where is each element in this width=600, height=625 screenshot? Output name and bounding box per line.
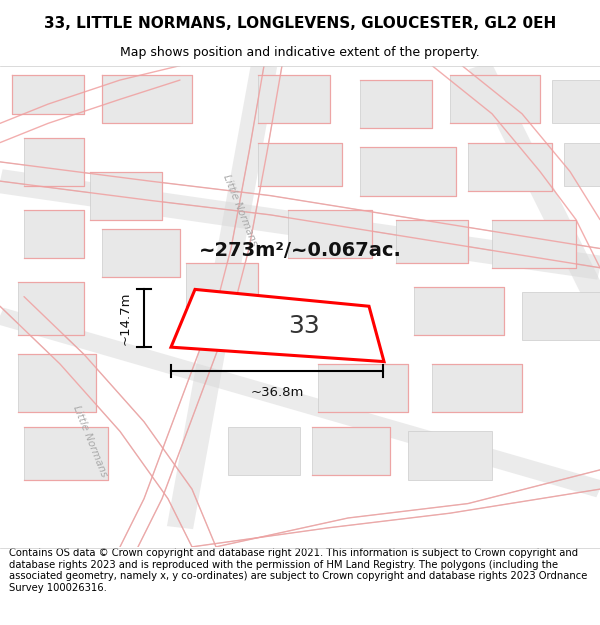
Polygon shape bbox=[0, 308, 600, 498]
Text: Little Normans: Little Normans bbox=[71, 404, 109, 478]
Polygon shape bbox=[396, 219, 468, 263]
Polygon shape bbox=[0, 169, 600, 279]
Polygon shape bbox=[167, 64, 277, 529]
Polygon shape bbox=[12, 75, 84, 114]
Polygon shape bbox=[288, 210, 372, 258]
Polygon shape bbox=[360, 148, 456, 196]
Polygon shape bbox=[564, 142, 600, 186]
Text: Little Normans: Little Normans bbox=[221, 173, 259, 248]
Polygon shape bbox=[408, 431, 492, 479]
Polygon shape bbox=[450, 75, 540, 123]
Text: Contains OS data © Crown copyright and database right 2021. This information is : Contains OS data © Crown copyright and d… bbox=[9, 548, 587, 593]
Polygon shape bbox=[171, 289, 384, 362]
Polygon shape bbox=[432, 364, 522, 412]
Polygon shape bbox=[102, 75, 192, 123]
Polygon shape bbox=[18, 354, 96, 412]
Polygon shape bbox=[318, 364, 408, 412]
Polygon shape bbox=[492, 219, 576, 268]
Polygon shape bbox=[258, 142, 342, 186]
Polygon shape bbox=[24, 210, 84, 258]
Polygon shape bbox=[24, 138, 84, 186]
Polygon shape bbox=[186, 263, 258, 306]
Text: ~36.8m: ~36.8m bbox=[250, 386, 304, 399]
Polygon shape bbox=[312, 426, 390, 475]
Polygon shape bbox=[102, 229, 180, 278]
Polygon shape bbox=[228, 426, 300, 475]
Text: 33, LITTLE NORMANS, LONGLEVENS, GLOUCESTER, GL2 0EH: 33, LITTLE NORMANS, LONGLEVENS, GLOUCEST… bbox=[44, 16, 556, 31]
Polygon shape bbox=[468, 142, 552, 191]
Text: Map shows position and indicative extent of the property.: Map shows position and indicative extent… bbox=[120, 46, 480, 59]
Polygon shape bbox=[24, 426, 108, 479]
Polygon shape bbox=[414, 287, 504, 335]
Polygon shape bbox=[469, 62, 600, 310]
Polygon shape bbox=[90, 171, 162, 219]
Text: ~14.7m: ~14.7m bbox=[119, 291, 132, 345]
Text: ~273m²/~0.067ac.: ~273m²/~0.067ac. bbox=[199, 241, 401, 261]
Polygon shape bbox=[522, 292, 600, 340]
Polygon shape bbox=[18, 282, 84, 335]
Text: 33: 33 bbox=[288, 314, 320, 338]
Polygon shape bbox=[360, 80, 432, 128]
Polygon shape bbox=[552, 80, 600, 123]
Polygon shape bbox=[258, 75, 330, 123]
